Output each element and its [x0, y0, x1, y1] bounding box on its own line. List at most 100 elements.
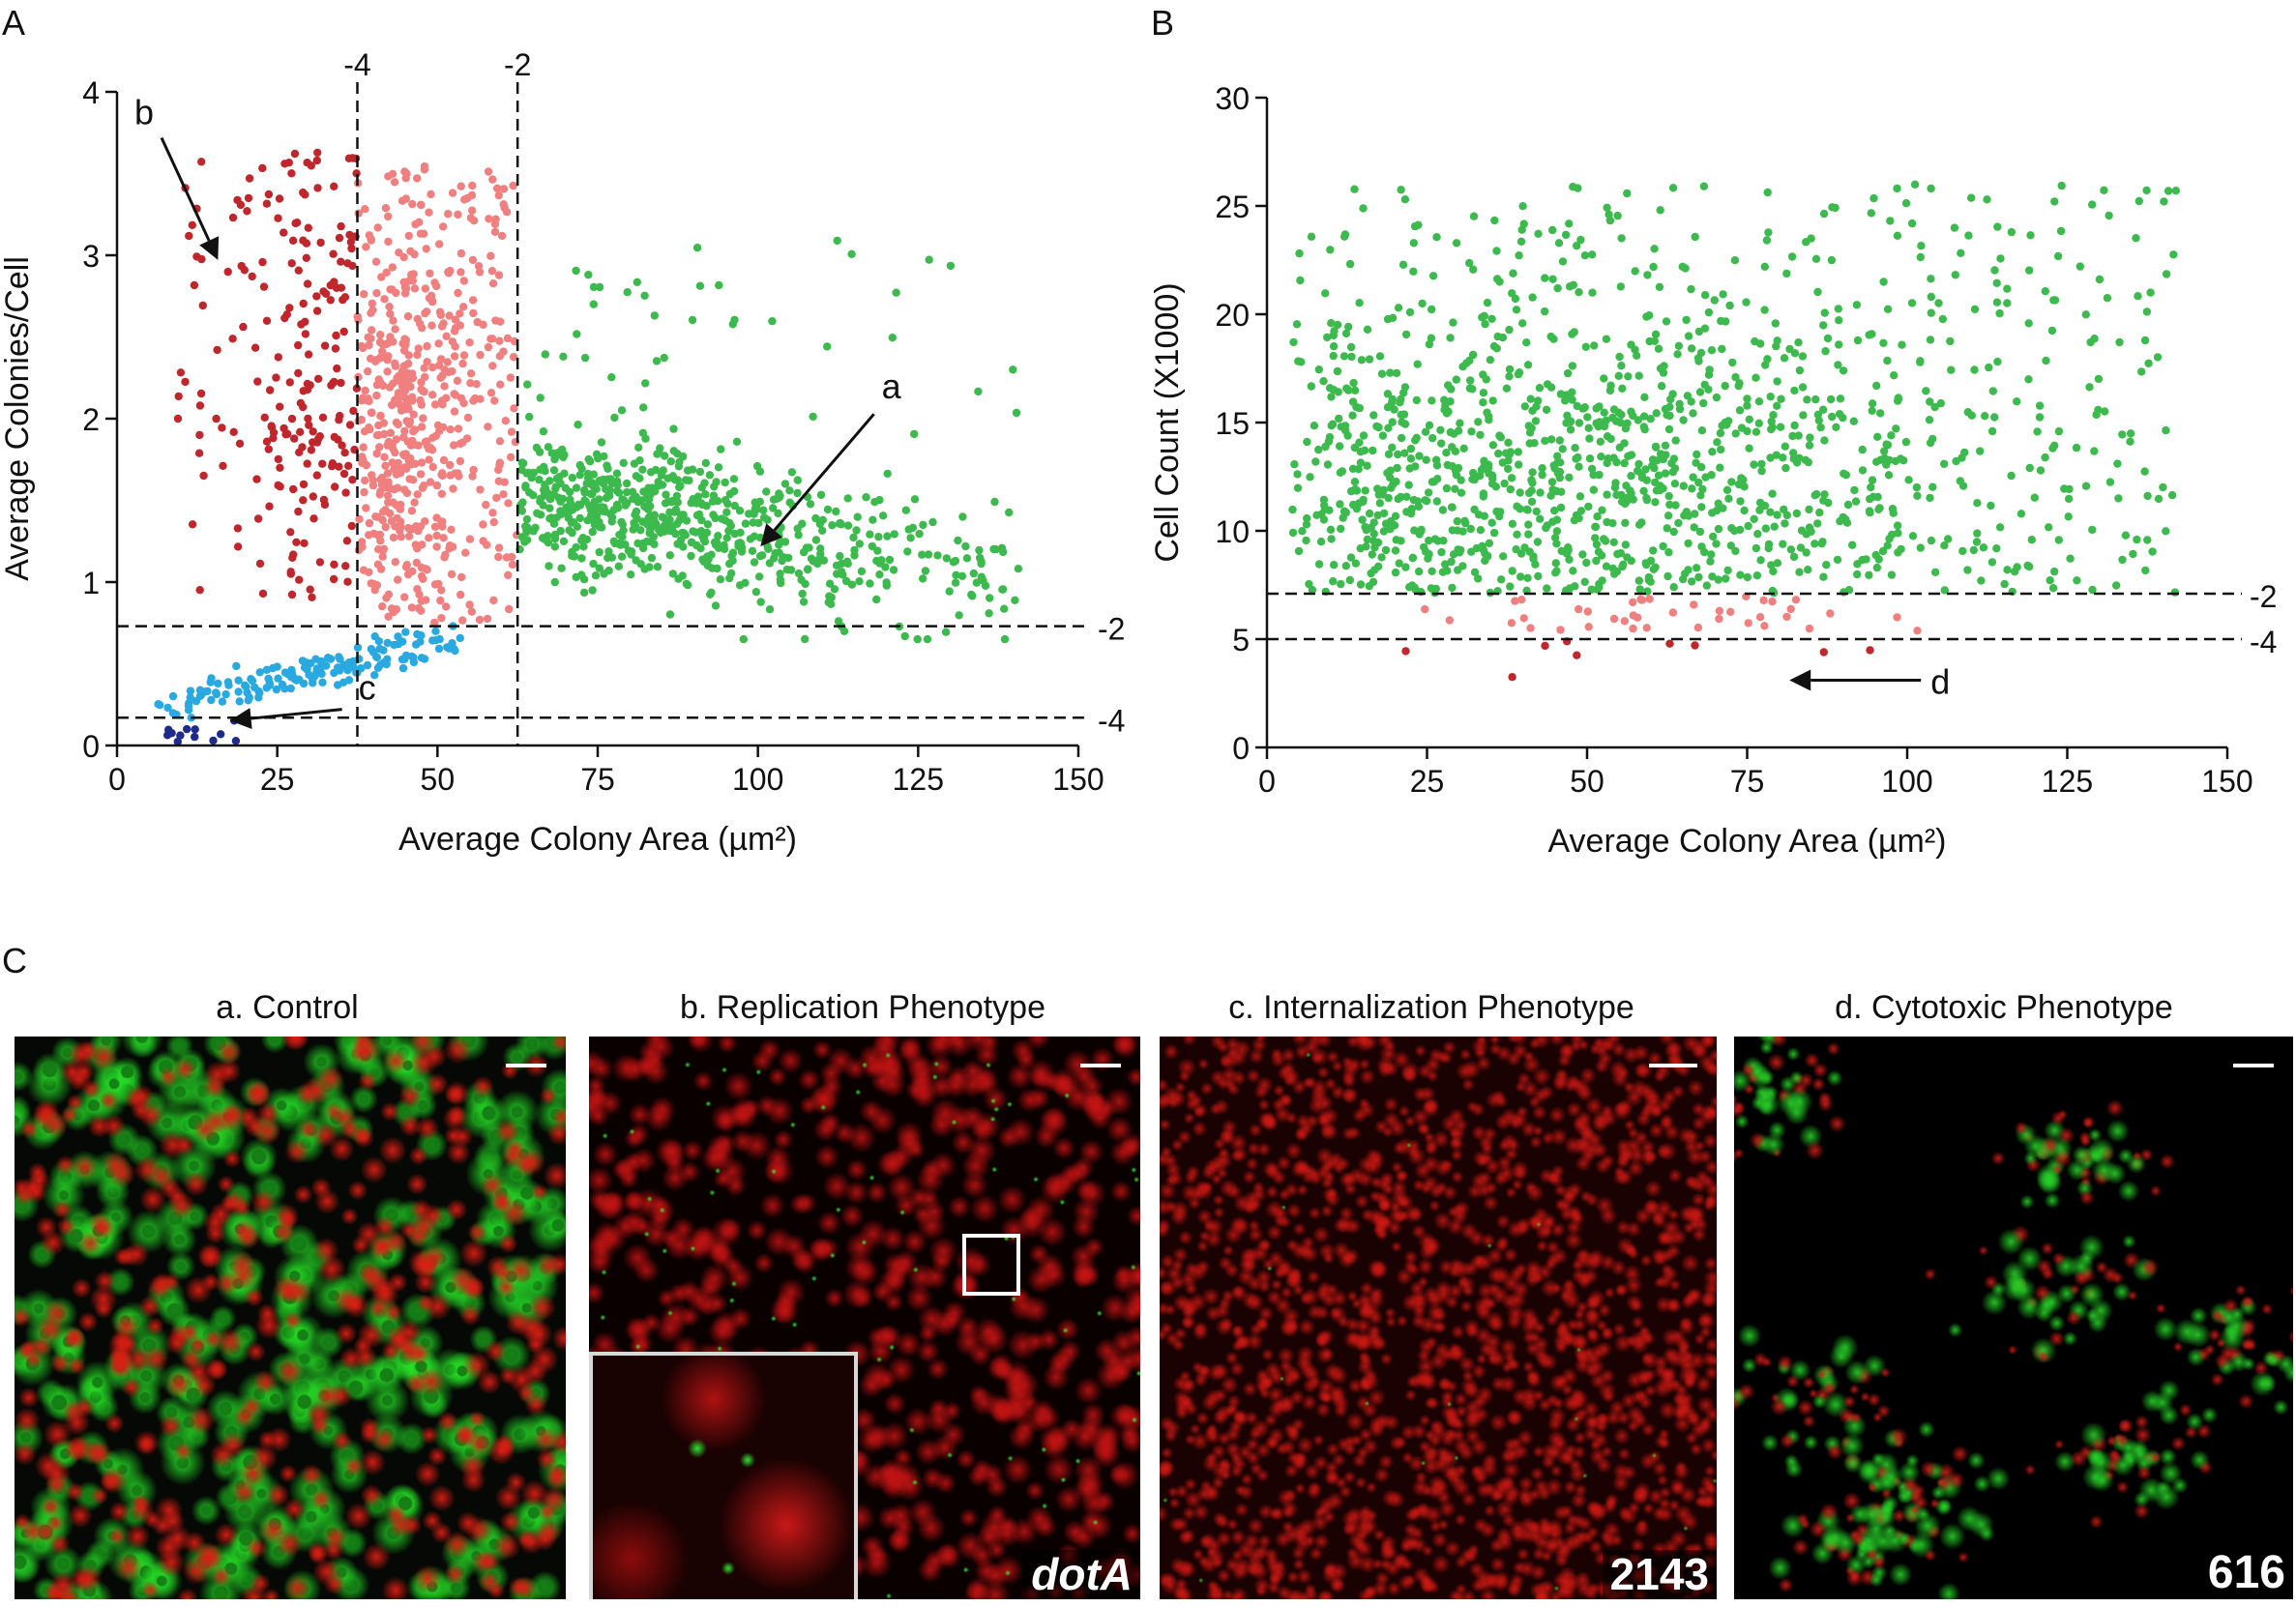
chartA-point-pink [425, 445, 433, 453]
chartA-point-green [961, 541, 970, 551]
chartA-y-tick-label: 4 [82, 75, 100, 110]
chartB-point-green [1649, 262, 1658, 272]
chartB-point-green [1623, 419, 1632, 427]
chartA-point-blue [272, 685, 281, 694]
chartB-point-green [2088, 525, 2097, 535]
chartB-point-green [1714, 499, 1722, 508]
chartB-point-green [1637, 518, 1646, 527]
chartA-point-pink [494, 543, 504, 552]
chartB-point-green [1402, 508, 1411, 516]
chartB-point-green [1431, 455, 1441, 464]
chartA-point-pink [379, 508, 388, 516]
chartA-point-green [547, 449, 556, 457]
chartB-point-green [1453, 516, 1462, 526]
chartA-point-pink [403, 402, 412, 411]
chartB-point-green [2115, 337, 2124, 347]
chartB-point-green [1777, 394, 1785, 403]
chartB-point-green [1762, 236, 1772, 245]
chartB-point-green [1743, 401, 1751, 410]
chartB-point-green [1575, 492, 1585, 501]
chartB-point-green [1652, 409, 1661, 418]
chartB-point-green [1872, 457, 1881, 466]
chartB-point-green [1339, 352, 1349, 361]
chartB-point-green [1819, 321, 1828, 330]
chartB-point-green [1893, 521, 1902, 530]
chartB-point-green [1616, 548, 1626, 558]
chartB-point-green [2088, 585, 2097, 595]
chartB-point-green [1780, 505, 1788, 514]
chartB-point-green [1488, 441, 1498, 450]
chartA-point-green [811, 536, 821, 544]
chartB-point-green [1901, 199, 1911, 208]
chartB-point-green [1522, 338, 1531, 347]
chartB-point-green [2137, 367, 2146, 376]
chartB-point-green [1916, 543, 1926, 552]
chartB-point-green [1836, 394, 1845, 403]
chartB-point-green [1409, 267, 1418, 276]
chartB-point-green [1325, 432, 1335, 442]
chartB-point-green [1585, 434, 1594, 443]
chartB-x-tick-label: 0 [1258, 764, 1276, 799]
chartB-point-green [1302, 520, 1311, 529]
chartB-point-green [1508, 519, 1517, 528]
chartA-point-green [952, 570, 960, 579]
chartB-point-green [1489, 341, 1499, 351]
chartA-point-pink [383, 356, 392, 365]
chartA-y-tick-label: 1 [82, 566, 100, 600]
chartB-point-green [1465, 356, 1474, 365]
chartA-point-green [954, 536, 962, 545]
chartA-point-green [650, 311, 659, 320]
chartB-point-green [1973, 529, 1982, 538]
chartA-point-pink [490, 227, 500, 236]
chartA-point-pink [372, 449, 381, 458]
chartA-point-green [698, 555, 707, 564]
chartA-point-pink [361, 476, 369, 485]
chartA-point-green [622, 487, 632, 497]
chartB-point-green [1810, 540, 1819, 548]
chartA-point-darkred [330, 432, 339, 442]
chartB-point-green [2095, 275, 2105, 284]
chartB-point-green [1448, 583, 1457, 593]
chartA-point-pink [379, 544, 389, 554]
chartB-point-green [1798, 352, 1808, 361]
chartA-point-green [641, 379, 650, 388]
chartB-point-green [2045, 523, 2053, 532]
chartB-point-green [1486, 356, 1495, 365]
chartA-point-pink [426, 269, 434, 278]
chartA-point-green [523, 380, 532, 389]
chartB-point-green [1697, 426, 1707, 435]
chartB-point-green [2035, 401, 2045, 410]
chartB-point-green [1523, 361, 1533, 369]
chartA-point-pink [375, 443, 384, 452]
chartA-point-blue [397, 655, 407, 664]
chartB-point-green [1694, 327, 1704, 336]
chartB-point-green [1505, 365, 1515, 374]
chartA-point-green [517, 507, 526, 515]
chartB-point-green [1627, 340, 1635, 349]
chartB-point-green [1735, 379, 1744, 388]
chartB-point-green [1442, 483, 1452, 493]
chartB-point-green [1964, 231, 1973, 240]
chartB-point-green [1451, 466, 1460, 476]
chartA-point-green [645, 563, 654, 571]
chartA-point-green [989, 544, 998, 554]
chartB-point-green [1973, 499, 1982, 508]
chartB-point-green [1634, 371, 1643, 380]
chartA-point-green [755, 497, 764, 506]
chartB-point-green [1751, 427, 1761, 436]
chartA-point-navy [173, 737, 182, 746]
chartA-point-green [638, 428, 647, 437]
chartB-point-green [1355, 299, 1364, 307]
chartB-point-green [1760, 501, 1770, 511]
chartA-point-green [607, 373, 616, 382]
chartA-point-darkred [218, 424, 226, 432]
chartA-point-pink [385, 509, 395, 518]
chartB-point-green [1548, 225, 1557, 235]
chartB-point-green [1969, 545, 1979, 555]
chartA-point-green [725, 573, 734, 583]
chartA-point-pink [476, 394, 485, 403]
chartA-point-darkred [335, 233, 344, 243]
chartB-point-green [1369, 411, 1378, 420]
chartA-point-green [958, 512, 967, 521]
chartB-point-pink [1782, 612, 1791, 622]
